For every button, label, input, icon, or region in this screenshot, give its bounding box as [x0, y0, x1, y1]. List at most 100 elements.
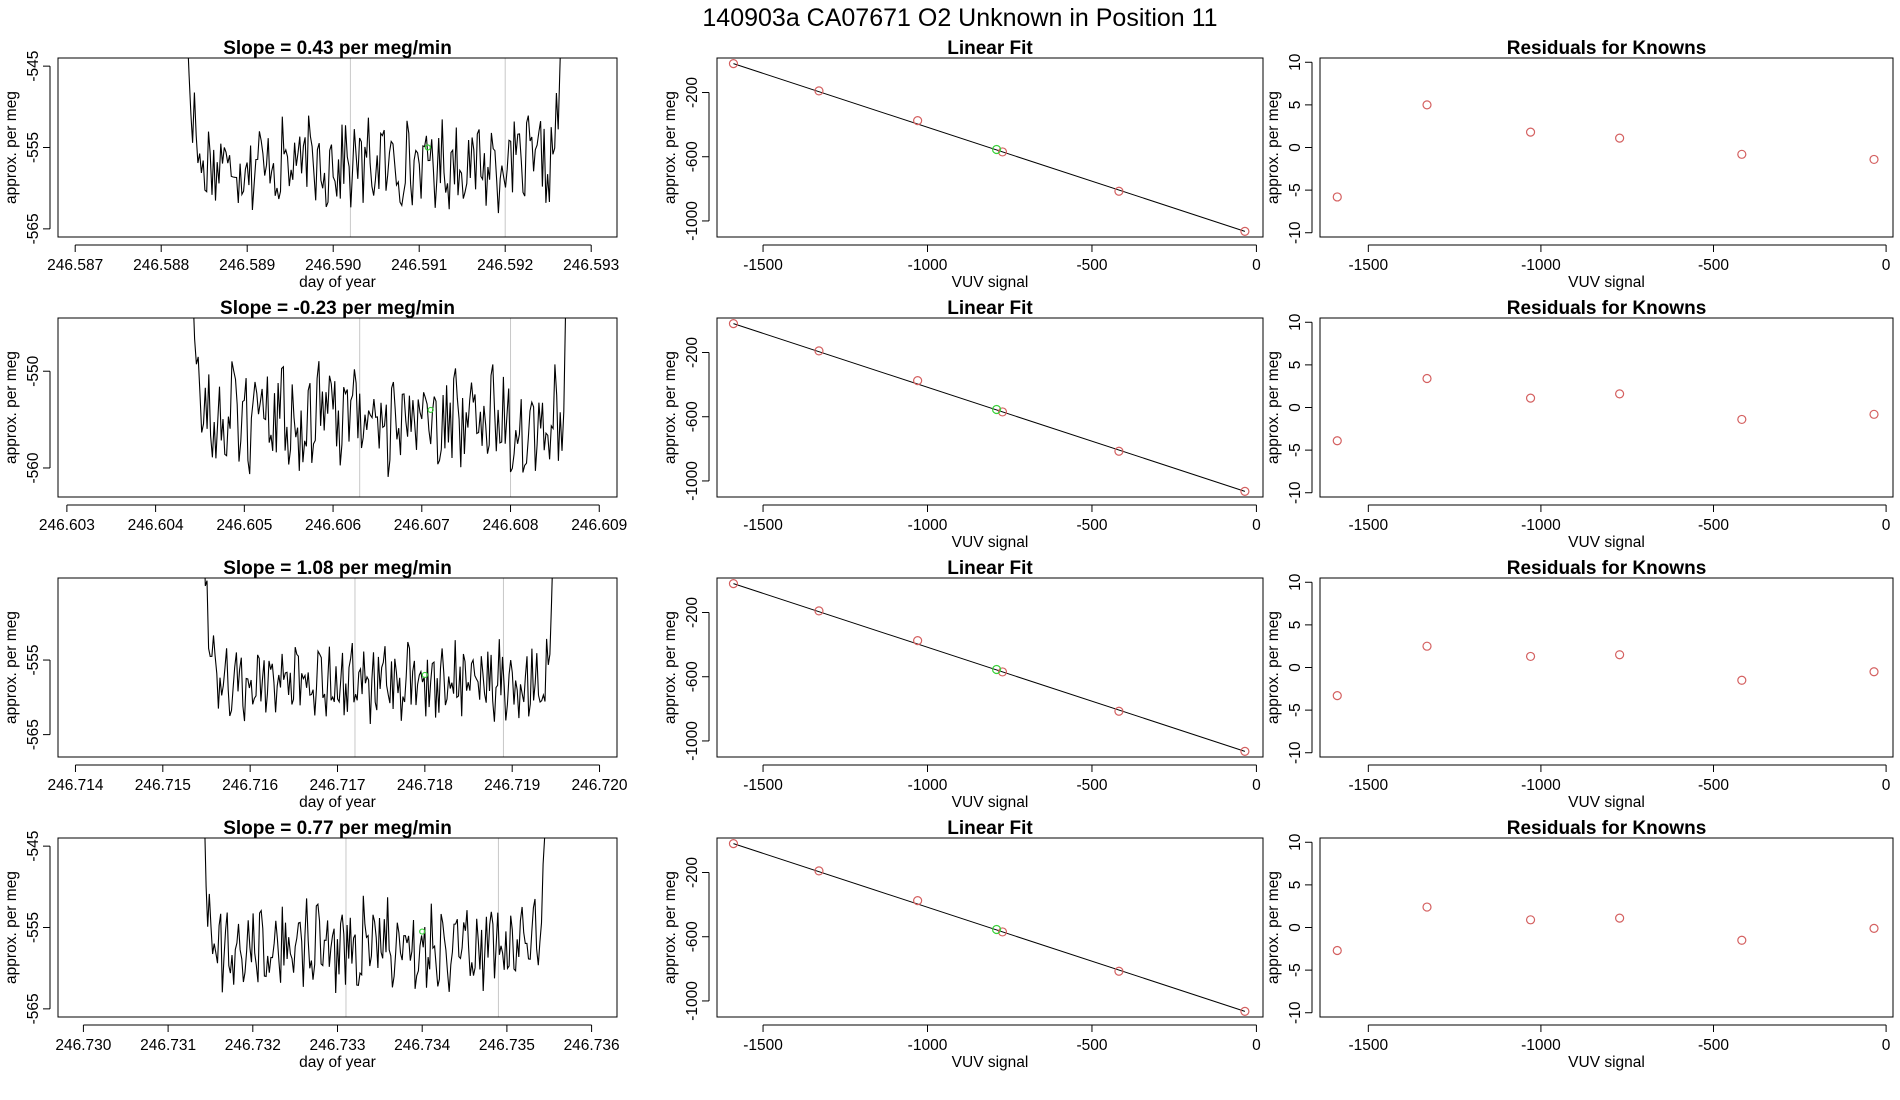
plot-area — [1332, 641, 1879, 701]
x-tick-label: 246.714 — [47, 777, 103, 794]
x-axis: 246.714 246.715 246.716 246.717 246.718 246.7… — [47, 764, 628, 811]
y-tick-label: -5 — [1287, 443, 1304, 457]
x-tick-label: -1000 — [1521, 517, 1561, 534]
panel-p4-3: Residuals for Knowns -1500 -1000 -500 0 VUV s… — [1265, 818, 1894, 1071]
y-tick-label: -555 — [25, 645, 42, 676]
y-tick-label: -5 — [1287, 183, 1304, 197]
plot-area — [1332, 902, 1879, 956]
x-tick-label: -1500 — [1348, 1037, 1388, 1054]
known-point — [728, 579, 739, 589]
x-tick-label: 246.715 — [135, 777, 191, 794]
y-axis-label: approx. per meg — [662, 611, 679, 724]
known-point — [913, 116, 923, 126]
panel-title: Slope = 0.43 per meg/min — [223, 38, 452, 59]
known-point — [1332, 945, 1342, 956]
plot-area — [1332, 373, 1879, 446]
plot-area — [187, 58, 561, 237]
x-tick-label: 246.605 — [216, 517, 272, 534]
x-tick-label: -500 — [1076, 257, 1107, 274]
y-tick-label: -5 — [1287, 963, 1304, 977]
known-point — [1332, 691, 1342, 701]
known-point — [1615, 913, 1625, 923]
known-point — [1114, 446, 1124, 456]
x-axis-label: VUV signal — [952, 534, 1029, 551]
x-tick-label: -500 — [1698, 517, 1729, 534]
known-point — [1737, 414, 1747, 425]
x-tick-label: -1000 — [908, 777, 948, 794]
plot-area — [728, 59, 1250, 236]
known-point — [913, 636, 923, 646]
known-point — [1332, 192, 1342, 202]
known-point — [1422, 902, 1432, 912]
known-point — [1525, 393, 1536, 403]
known-point — [814, 606, 824, 616]
plot-area — [193, 318, 566, 497]
y-axis-label: approx. per meg — [662, 351, 679, 464]
plot-frame — [1319, 837, 1894, 1018]
panel-title: Linear Fit — [947, 818, 1033, 839]
x-axis: -1500 -1000 -500 0 VUV signal — [1348, 1024, 1891, 1071]
x-tick-label: -500 — [1076, 517, 1107, 534]
plot-frame — [57, 577, 618, 758]
known-point — [1525, 127, 1536, 137]
fit-line — [733, 583, 1246, 752]
unknown-marker — [424, 144, 431, 151]
x-tick-label: 246.591 — [391, 257, 447, 274]
x-tick-label: -1000 — [908, 257, 948, 274]
known-point — [1422, 373, 1432, 384]
known-point — [1114, 706, 1124, 716]
y-axis: 10 5 0 -5 -10 approx. per meg — [1265, 573, 1313, 764]
y-tick-label: -5 — [1287, 703, 1304, 717]
y-tick-label: 10 — [1287, 573, 1304, 591]
figure-title: 140903a CA07671 O2 Unknown in Position 1… — [702, 4, 1217, 32]
x-tick-label: 246.608 — [483, 517, 539, 534]
known-point — [913, 896, 923, 906]
panel-title: Residuals for Knowns — [1507, 818, 1707, 839]
x-tick-label: -1000 — [1521, 257, 1561, 274]
plot-frame — [57, 837, 618, 1018]
x-axis-label: VUV signal — [1568, 794, 1645, 811]
x-tick-label: -1500 — [1348, 257, 1388, 274]
y-axis-label: approx. per meg — [3, 91, 20, 204]
y-axis-label: approx. per meg — [3, 611, 20, 724]
y-axis: -200 -600 -1000 approx. per meg — [662, 337, 710, 501]
y-axis: 10 5 0 -5 -10 approx. per meg — [1265, 313, 1313, 504]
known-point — [1869, 667, 1879, 677]
y-tick-label: -550 — [25, 355, 42, 386]
y-tick-label: 10 — [1287, 313, 1304, 331]
known-point — [1869, 923, 1879, 933]
plot-area — [204, 838, 546, 1017]
plot-frame — [716, 57, 1264, 238]
unknown-point — [991, 144, 1002, 155]
x-tick-label: 246.720 — [572, 777, 628, 794]
x-axis: -1500 -1000 -500 0 VUV signal — [1348, 244, 1891, 291]
known-point — [728, 319, 739, 329]
panel-title: Linear Fit — [947, 38, 1033, 59]
y-tick-label: -600 — [684, 921, 701, 952]
y-tick-label: -555 — [25, 132, 42, 163]
known-point — [1737, 675, 1747, 685]
known-point — [1240, 486, 1250, 496]
known-point — [728, 839, 739, 849]
known-point — [1240, 226, 1250, 236]
fit-line — [733, 323, 1246, 492]
x-axis-label: VUV signal — [952, 794, 1029, 811]
panel-p2-3: Residuals for Knowns -1500 -1000 -500 0 VUV s… — [1265, 298, 1894, 551]
plot-area — [728, 839, 1250, 1016]
y-axis-label: approx. per meg — [662, 91, 679, 204]
known-point — [1240, 1006, 1250, 1016]
known-point — [1332, 436, 1342, 446]
panel-title: Linear Fit — [947, 298, 1033, 319]
x-tick-label: 246.731 — [140, 1037, 196, 1054]
x-tick-label: -1000 — [908, 517, 948, 534]
y-tick-label: 5 — [1287, 101, 1304, 110]
known-point — [814, 346, 824, 356]
y-tick-label: -555 — [25, 912, 42, 943]
x-tick-label: 246.587 — [47, 257, 103, 274]
known-point — [1240, 746, 1250, 756]
